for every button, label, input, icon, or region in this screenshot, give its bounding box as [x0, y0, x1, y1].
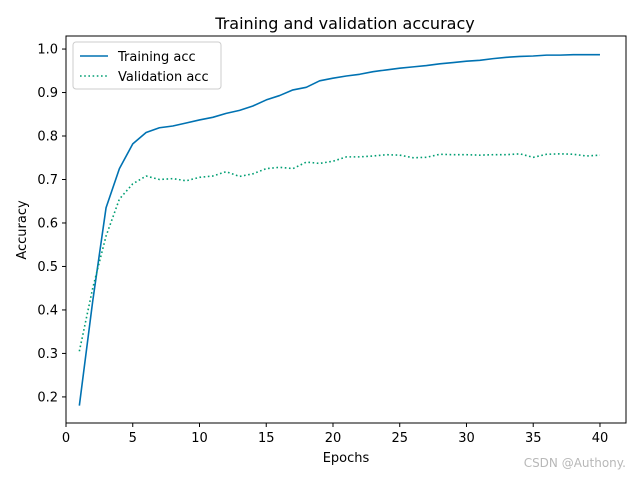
legend-box: [72, 41, 222, 90]
chart-title: Training and validation accuracy: [214, 14, 474, 33]
y-tick-label: 0.2: [37, 390, 58, 405]
y-tick-label: 0.8: [37, 130, 58, 145]
x-tick-label: 40: [592, 431, 609, 446]
series-layer: [78, 53, 601, 406]
series-line-training: [78, 53, 600, 406]
x-tick-label: 15: [258, 431, 275, 446]
y-tick-label: 0.7: [37, 173, 58, 188]
y-tick-label: 0.5: [37, 260, 58, 275]
watermark: CSDN @Authony.: [523, 456, 626, 470]
y-tick-label: 0.6: [37, 216, 58, 231]
x-axis: 0 5 10 15 20 25 30 35 40: [62, 423, 608, 446]
legend-label-training: Training acc: [117, 50, 196, 65]
x-tick-label: 35: [525, 431, 542, 446]
y-tick-label: 0.3: [37, 347, 58, 362]
x-tick-label: 5: [129, 431, 137, 446]
y-axis: 0.2 0.3 0.4 0.5 0.6 0.7 0.8 0.9 1.0: [37, 43, 66, 405]
plot-frame: [65, 35, 627, 424]
x-tick-label: 0: [62, 431, 70, 446]
x-tick-label: 25: [391, 431, 408, 446]
x-tick-label: 20: [325, 431, 342, 446]
series-line-validation: [78, 153, 601, 352]
x-tick-label: 10: [191, 431, 208, 446]
y-tick-label: 0.4: [37, 303, 58, 318]
y-axis-label: Accuracy: [15, 200, 30, 260]
legend-label-validation: Validation acc: [118, 70, 209, 85]
x-axis-label: Epochs: [323, 451, 370, 466]
x-tick-label: 30: [458, 431, 475, 446]
y-tick-label: 0.9: [37, 86, 58, 101]
y-tick-label: 1.0: [37, 43, 58, 58]
legend: Training acc Validation acc: [72, 41, 222, 90]
